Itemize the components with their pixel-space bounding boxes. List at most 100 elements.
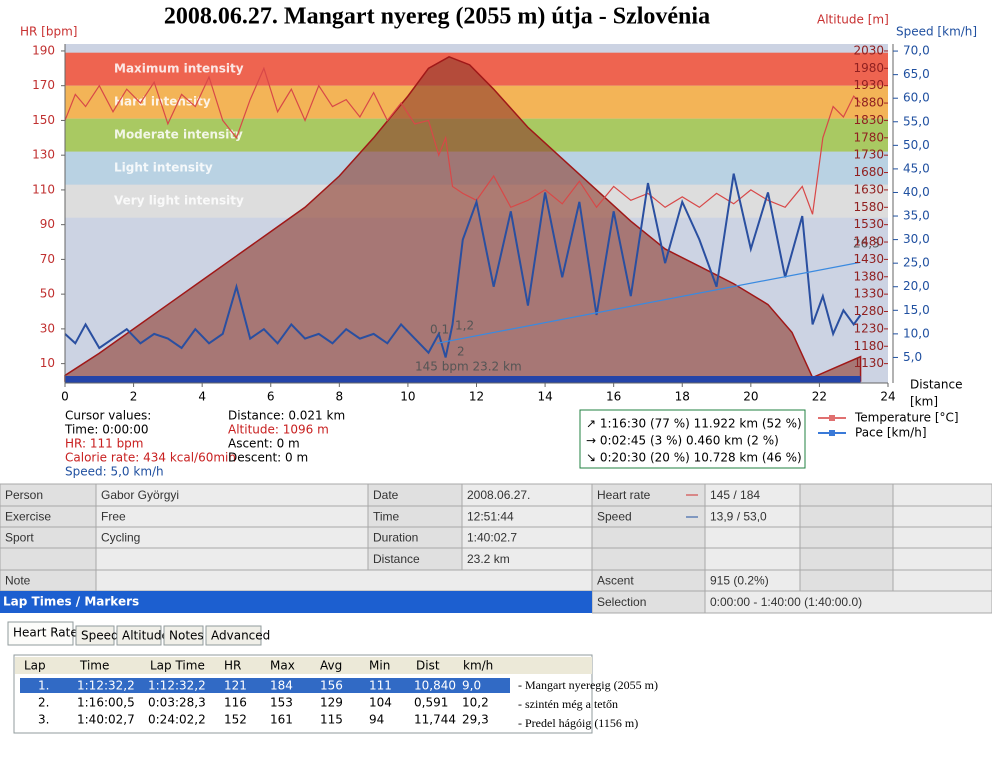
y3-tick-label: 55,0 bbox=[903, 114, 930, 128]
table-cell bbox=[704, 590, 992, 614]
tab[interactable] bbox=[205, 625, 262, 646]
summary-line: → 0:02:45 (3 %) 0.460 km (2 %) bbox=[586, 434, 779, 448]
y3-tick-label: 20,0 bbox=[903, 279, 930, 293]
y2-tick-label: 1680 bbox=[853, 165, 884, 179]
cursor-descent: Descent: 0 m bbox=[228, 451, 308, 465]
y-tick-label: 10 bbox=[40, 356, 55, 370]
lap-cell: 2. bbox=[38, 696, 49, 710]
x-tick-label: 0 bbox=[61, 390, 69, 404]
x-tick-label: 14 bbox=[537, 390, 552, 404]
lap-cell: 0:24:02,2 bbox=[148, 713, 206, 727]
y-axis-label: HR [bpm] bbox=[20, 25, 77, 39]
tab[interactable] bbox=[75, 625, 115, 646]
cell-value: 13,9 / 53,0 bbox=[710, 510, 767, 524]
lap-cell: 29,3 bbox=[462, 713, 489, 727]
column-header: Min bbox=[369, 659, 390, 673]
cell-label: Note bbox=[5, 574, 31, 588]
lap-note: - szintén még a tetőn bbox=[518, 697, 618, 711]
column-header: Max bbox=[270, 659, 295, 673]
cell-label: Distance bbox=[373, 552, 420, 566]
lap-cell: 1:12:32,2 bbox=[77, 679, 135, 693]
lap-cell: 116 bbox=[224, 696, 247, 710]
cell-value: 145 / 184 bbox=[710, 488, 760, 502]
column-header: Lap bbox=[24, 659, 46, 673]
tab[interactable] bbox=[116, 625, 162, 646]
tab[interactable] bbox=[7, 621, 74, 646]
x-tick-label: 16 bbox=[606, 390, 621, 404]
tab[interactable] bbox=[163, 625, 204, 646]
x-tick-label: 20 bbox=[743, 390, 758, 404]
table-cell bbox=[591, 547, 706, 571]
annotation: 145 bpm 23.2 km bbox=[415, 360, 522, 374]
table-cell bbox=[892, 526, 992, 549]
cursor-ascent: Ascent: 0 m bbox=[228, 437, 300, 451]
lap-cell: 121 bbox=[224, 679, 247, 693]
annotation: 2 bbox=[457, 345, 465, 359]
table-cell bbox=[95, 505, 369, 528]
x-tick-label: 10 bbox=[400, 390, 415, 404]
x-tick-label: 24 bbox=[880, 390, 895, 404]
y2-tick-label: 1430 bbox=[853, 252, 884, 266]
table-cell bbox=[799, 569, 894, 592]
table-cell bbox=[591, 526, 706, 549]
cell-value: 1:40:02.7 bbox=[467, 531, 517, 545]
column-header: Avg bbox=[320, 659, 342, 673]
legend-label: Temperature [°C] bbox=[854, 411, 959, 425]
y3-tick-label: 5,0 bbox=[903, 350, 922, 364]
cell-label: Duration bbox=[373, 531, 418, 545]
y2-tick-label: 1830 bbox=[853, 113, 884, 127]
summary-box bbox=[579, 409, 806, 469]
y-tick-label: 30 bbox=[40, 321, 55, 335]
y3-tick-label: 15,0 bbox=[903, 303, 930, 317]
cell-label: Time bbox=[373, 510, 400, 524]
lap-cell: 94 bbox=[369, 713, 384, 727]
x-tick-label: 12 bbox=[469, 390, 484, 404]
y-tick-label: 130 bbox=[32, 148, 55, 162]
selected-row bbox=[20, 678, 510, 693]
table-cell bbox=[799, 547, 894, 571]
table-cell bbox=[799, 483, 894, 507]
cell-value: Free bbox=[101, 510, 126, 524]
cell-label: Person bbox=[5, 488, 43, 502]
y3-tick-label: 25,0 bbox=[903, 256, 930, 270]
lap-cell: 153 bbox=[270, 696, 293, 710]
annotation: 26,3 bbox=[853, 237, 880, 251]
y2-tick-label: 1580 bbox=[853, 200, 884, 214]
lap-cell: 156 bbox=[320, 679, 343, 693]
summary-line: ↘ 0:20:30 (20 %) 10.728 km (46 %) bbox=[586, 451, 802, 465]
column-header: HR bbox=[224, 659, 241, 673]
cursor-altitude: Altitude: 1096 m bbox=[228, 423, 329, 437]
table-cell bbox=[892, 547, 992, 571]
y2-tick-label: 1230 bbox=[853, 321, 884, 335]
y2-tick-label: 1330 bbox=[853, 287, 884, 301]
zone-label: Moderate intensity bbox=[114, 128, 243, 142]
cell-label: Selection bbox=[597, 595, 646, 609]
lap-cell: 3. bbox=[38, 713, 49, 727]
y2-tick-label: 1380 bbox=[853, 269, 884, 283]
y2-tick-label: 1780 bbox=[853, 130, 884, 144]
series-line bbox=[64, 173, 862, 358]
lap-cell: 184 bbox=[270, 679, 293, 693]
lap-header-title: Lap Times / Markers bbox=[3, 595, 139, 609]
x-tick-label: 4 bbox=[198, 390, 206, 404]
cell-label: Heart rate bbox=[597, 488, 651, 502]
y2-tick-label: 1480 bbox=[853, 235, 884, 249]
lap-header bbox=[0, 591, 592, 613]
y3-axis-label: Speed [km/h] bbox=[896, 25, 977, 39]
table-cell bbox=[892, 505, 992, 528]
series-line bbox=[436, 261, 861, 344]
lap-cell: 115 bbox=[320, 713, 343, 727]
lap-cell: 1:40:02,7 bbox=[77, 713, 135, 727]
y2-tick-label: 1980 bbox=[853, 61, 884, 75]
panels: Person Gabor Györgyi Date 2008.06.27. Heart … bbox=[0, 483, 992, 734]
tab-label: Altitude bbox=[122, 629, 169, 643]
y-tick-label: 150 bbox=[32, 113, 55, 127]
series-line bbox=[64, 66, 861, 215]
table-cell bbox=[0, 547, 97, 571]
table-cell bbox=[704, 547, 801, 571]
cell-label: Ascent bbox=[597, 574, 634, 588]
table-cell bbox=[95, 547, 369, 571]
cell-value: 915 (0.2%) bbox=[710, 574, 769, 588]
y2-tick-label: 1730 bbox=[853, 148, 884, 162]
